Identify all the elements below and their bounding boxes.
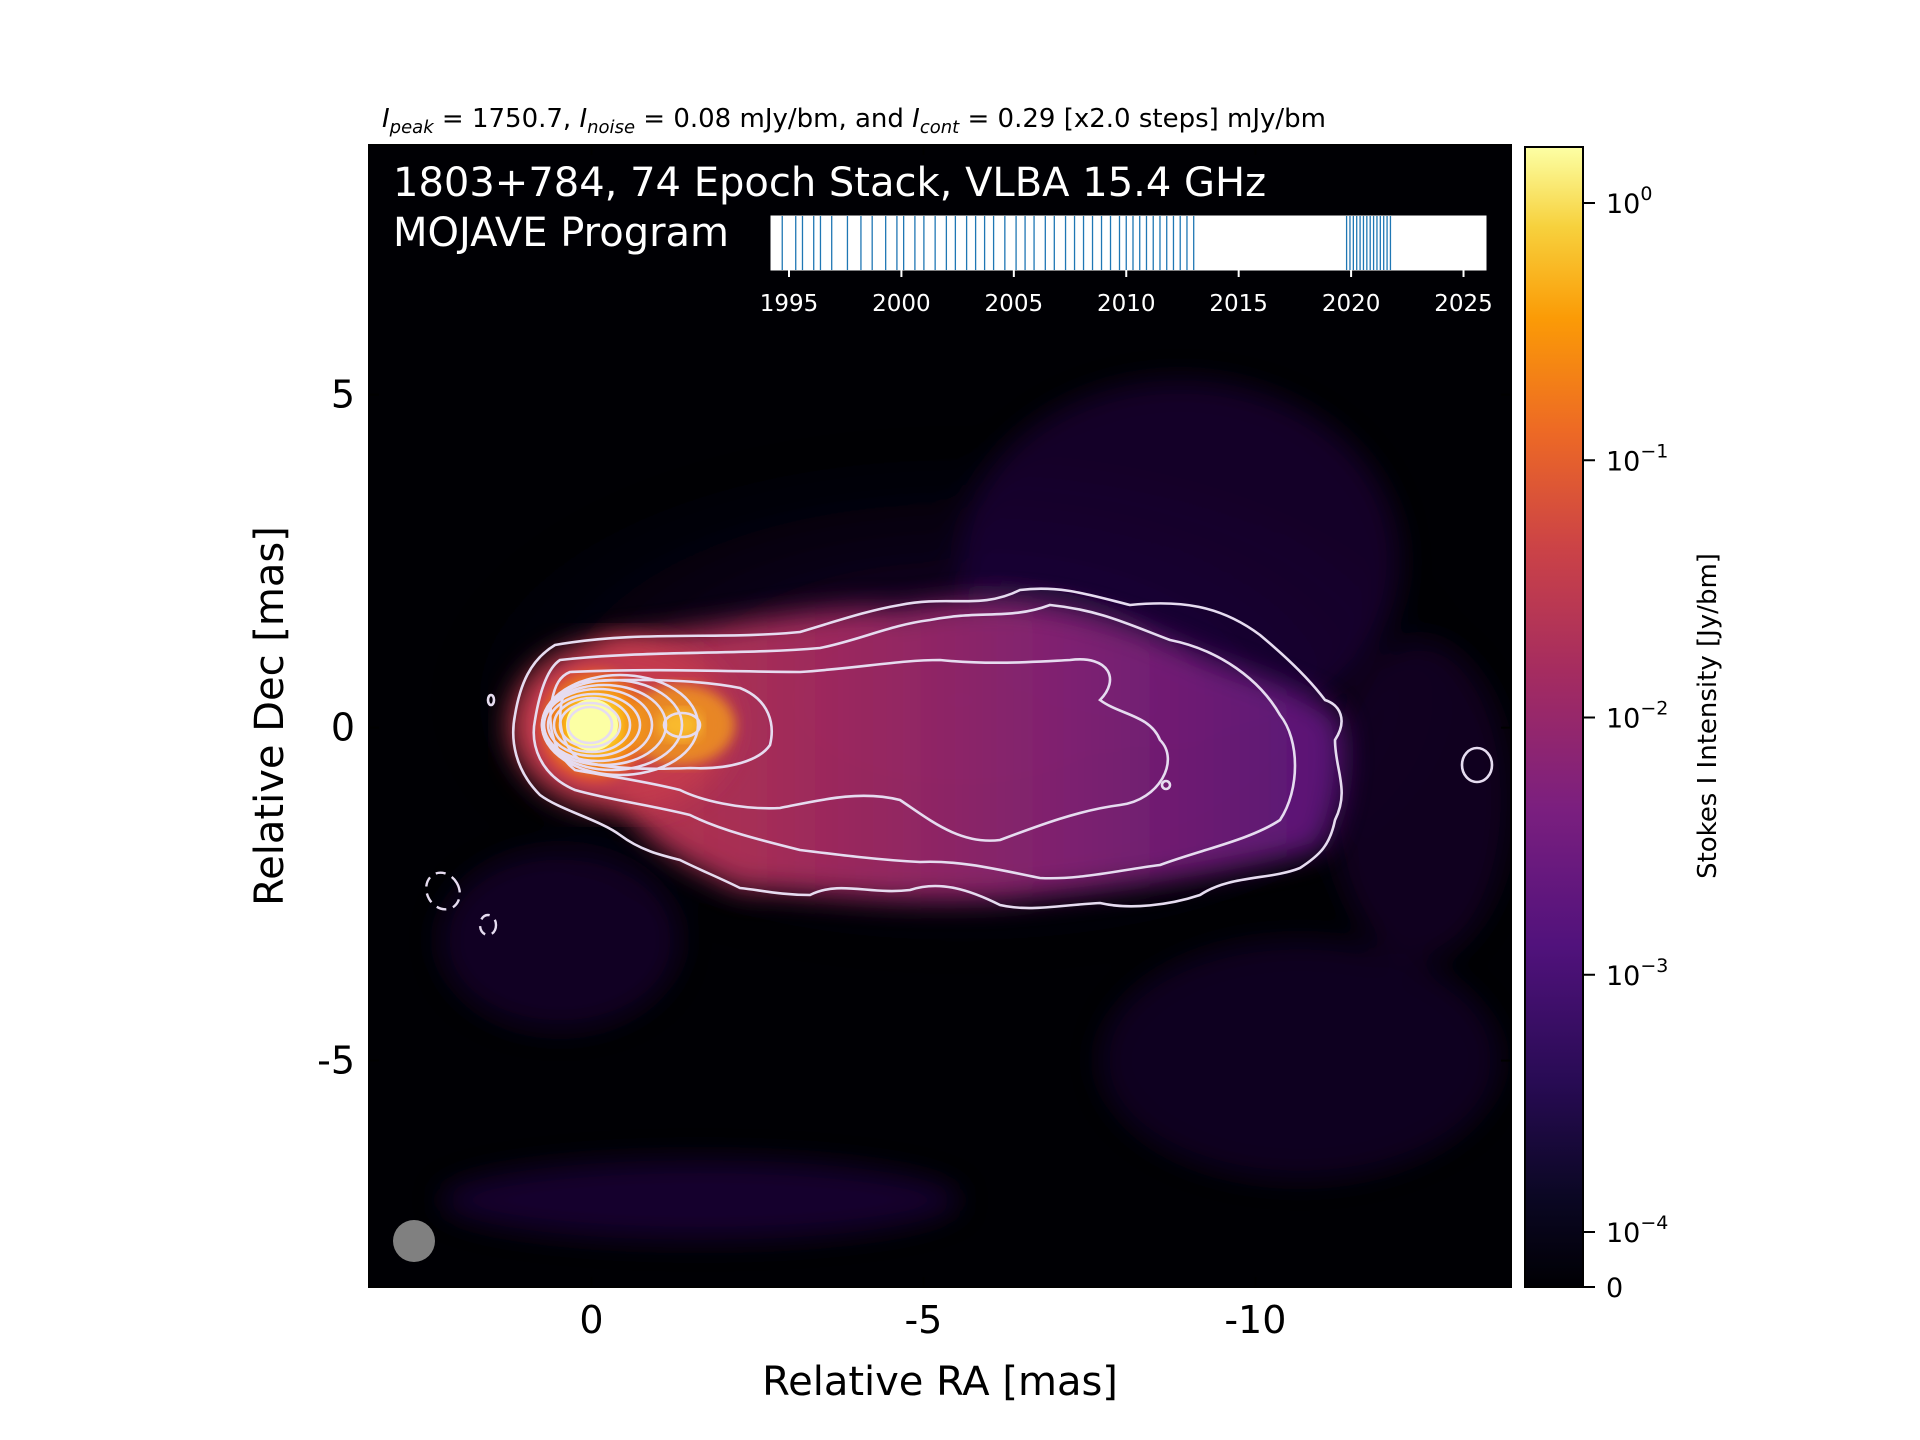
contour-level-2 — [532, 603, 1297, 880]
epoch-axis-tick-label: 2000 — [872, 291, 931, 317]
epoch-lines — [781, 216, 1392, 270]
contour-island-right — [1460, 746, 1494, 784]
contour-level-10 — [552, 696, 632, 754]
negative-contour-2 — [478, 913, 498, 937]
plot-title-line2: MOJAVE Program — [393, 210, 729, 256]
x-tick-label: -5 — [904, 1298, 942, 1342]
x-tick-label: -10 — [1224, 1298, 1286, 1342]
image-frame — [368, 144, 1512, 1288]
colorbar-tick-label: 10−2 — [1606, 698, 1668, 735]
epoch-axis-tick-label: 2025 — [1434, 291, 1493, 317]
contour-level-8 — [542, 687, 654, 763]
contour-level-7 — [540, 683, 668, 767]
y-axis: 5 0 -5 — [317, 373, 1511, 1083]
epoch-axis-tick-label: 2005 — [985, 291, 1044, 317]
y-tick-label: 5 — [331, 373, 355, 417]
epoch-timeline-box — [770, 215, 1487, 271]
colorbar-gradient — [1524, 146, 1584, 1288]
epoch-axis-tick-label: 1995 — [760, 291, 819, 317]
image-panel: 1803+784, 74 Epoch Stack, VLBA 15.4 GHz … — [369, 145, 1511, 1287]
plot-header: Ipeak = 1750.7, Inoise = 0.08 mJy/bm, an… — [382, 104, 1326, 138]
colorbar-tick-label: 100 — [1606, 183, 1652, 220]
beam-marker — [393, 1220, 435, 1262]
contour-island-small — [1160, 779, 1172, 791]
x-tick-label: 0 — [579, 1298, 603, 1342]
y-axis-label: Relative Dec [mas] — [247, 526, 293, 906]
colorbar-ticks: 100 10−1 10−2 10−3 10−4 0 — [1583, 183, 1668, 1304]
contour-level-3 — [549, 658, 1170, 842]
plot-title-line1: 1803+784, 74 Epoch Stack, VLBA 15.4 GHz — [393, 160, 1266, 206]
contour-island-left — [486, 693, 496, 707]
colorbar-label: Stokes I Intensity [Jy/bm] — [1693, 553, 1723, 879]
contour-level-4 — [559, 678, 773, 771]
colorbar-tick-label: 10−1 — [1606, 440, 1668, 477]
epoch-axis-tick-label: 2010 — [1097, 291, 1156, 317]
epoch-timeline-inset: 1995 2000 2005 2010 2015 2020 2025 — [760, 215, 1493, 317]
contour-knot — [662, 711, 702, 739]
epoch-timeline-axis: 1995 2000 2005 2010 2015 2020 2025 — [760, 270, 1493, 317]
colorbar-tick-label: 10−3 — [1606, 955, 1668, 992]
epoch-axis-tick-label: 2020 — [1322, 291, 1381, 317]
y-tick-label: -5 — [317, 1039, 355, 1083]
x-axis-label: Relative RA [mas] — [762, 1359, 1118, 1405]
contour-level-9 — [546, 692, 642, 758]
colorbar-tick-label: 0 — [1606, 1273, 1623, 1304]
contour-level-11 — [558, 701, 622, 749]
contour-level-12 — [566, 705, 614, 745]
contour-level-1 — [511, 587, 1343, 910]
x-axis: 0 -5 -10 — [579, 145, 1286, 1342]
contours — [486, 587, 1494, 910]
colorbar: 100 10−1 10−2 10−3 10−4 0 Stokes I Intensity … — [1524, 146, 1723, 1304]
y-tick-label: 0 — [331, 706, 355, 750]
epoch-axis-tick-label: 2015 — [1209, 291, 1268, 317]
negative-contours — [424, 871, 498, 937]
negative-contour-1 — [424, 871, 462, 911]
colorbar-tick-label: 10−4 — [1606, 1212, 1668, 1249]
